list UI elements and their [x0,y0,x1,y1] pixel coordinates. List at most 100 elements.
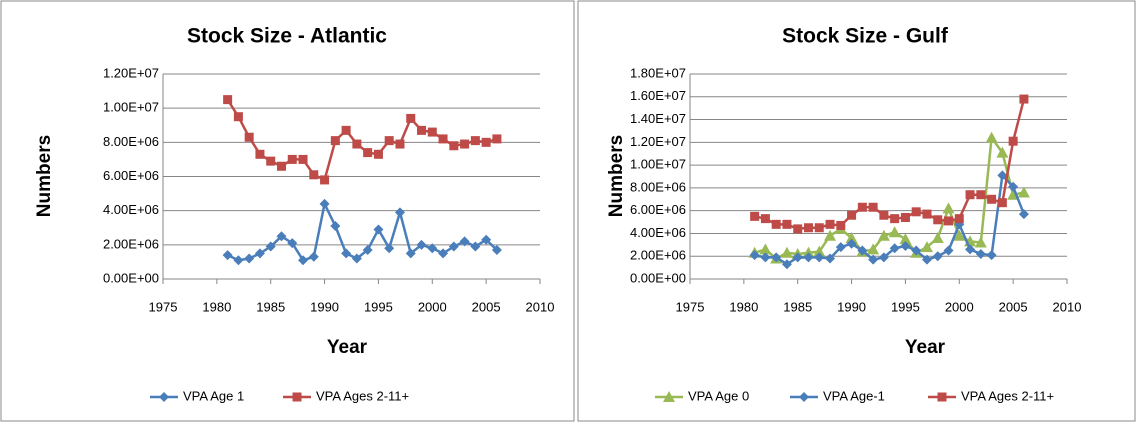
y-tick-label: 2.00E+06 [103,236,159,251]
marker [292,392,302,402]
marker [974,236,987,248]
chart-title: Stock Size - Atlantic [187,25,387,48]
x-tick-label: 2010 [526,299,555,314]
marker [341,125,351,135]
marker [395,139,405,149]
x-tick-label: 2000 [418,299,447,314]
marker [362,244,373,255]
marker [760,214,770,224]
marker [879,210,889,220]
marker [406,113,416,123]
marker [857,202,867,212]
marker [1018,209,1029,220]
marker [320,175,330,185]
marker [877,229,890,241]
x-tick-label: 1975 [149,299,178,314]
marker [975,248,986,259]
y-tick-label: 8.00E+06 [103,134,159,149]
marker [825,253,836,264]
marker [813,245,826,257]
legend-label: VPA Ages 2-11+ [316,388,409,403]
marker [492,134,502,144]
marker [836,220,846,230]
marker [976,190,986,200]
marker [996,146,1009,158]
marker [309,170,319,180]
marker [845,232,858,243]
x-tick-label: 1985 [783,299,812,314]
marker [341,248,352,259]
marker [222,250,233,261]
marker [460,139,470,149]
marker [921,254,932,265]
marker [663,391,675,402]
marker [448,241,459,252]
marker [942,202,955,214]
marker [363,148,373,158]
marker [889,243,900,254]
y-tick-label: 0.00E+00 [103,270,159,285]
marker [330,221,341,232]
marker [255,149,265,159]
marker [780,246,793,258]
x-axis-title: Year [905,337,946,358]
marker [1017,186,1030,198]
x-tick-label: 1990 [310,299,339,314]
marker [965,244,976,255]
marker [782,219,792,229]
y-tick-label: 1.20E+07 [103,65,159,80]
x-tick-label: 2000 [945,299,974,314]
marker [319,198,330,209]
marker [857,245,868,256]
marker [890,214,900,224]
marker [438,248,449,259]
marker [953,229,966,241]
marker [932,251,943,262]
marker [287,154,297,164]
marker [900,240,911,251]
marker [868,202,878,212]
marker [900,213,910,222]
marker [793,224,803,234]
marker [481,234,492,245]
marker [373,149,383,159]
marker [394,207,405,218]
marker [373,224,384,235]
marker [427,127,437,137]
y-tick-label: 0.00E+00 [630,270,686,285]
marker [298,154,308,164]
y-axis-title: Numbers [606,135,627,217]
marker [405,248,416,259]
x-tick-label: 2005 [999,299,1028,314]
marker [481,137,491,147]
marker [814,252,825,263]
marker [1008,181,1019,192]
y-tick-label: 1.80E+07 [630,65,686,80]
marker [944,216,954,226]
legend-label: VPA Age-1 [823,388,885,403]
marker [799,392,809,402]
marker [759,243,772,255]
marker [470,136,480,146]
legend-label: VPA Age 0 [688,388,749,403]
marker [749,250,760,261]
marker [803,223,813,233]
marker [847,210,857,220]
marker [987,194,997,204]
x-tick-label: 1995 [891,299,920,314]
marker [233,255,244,266]
marker [470,241,481,252]
marker [308,251,319,262]
x-tick-label: 1975 [676,299,705,314]
marker [427,243,438,254]
marker [384,243,395,254]
y-tick-label: 6.00E+06 [103,168,159,183]
legend-label: VPA Ages 2-11+ [961,388,1054,403]
marker [986,250,997,261]
marker [244,253,255,264]
marker [985,131,998,143]
x-tick-label: 1980 [729,299,758,314]
y-tick-label: 8.00E+06 [630,179,686,194]
marker [846,238,857,249]
